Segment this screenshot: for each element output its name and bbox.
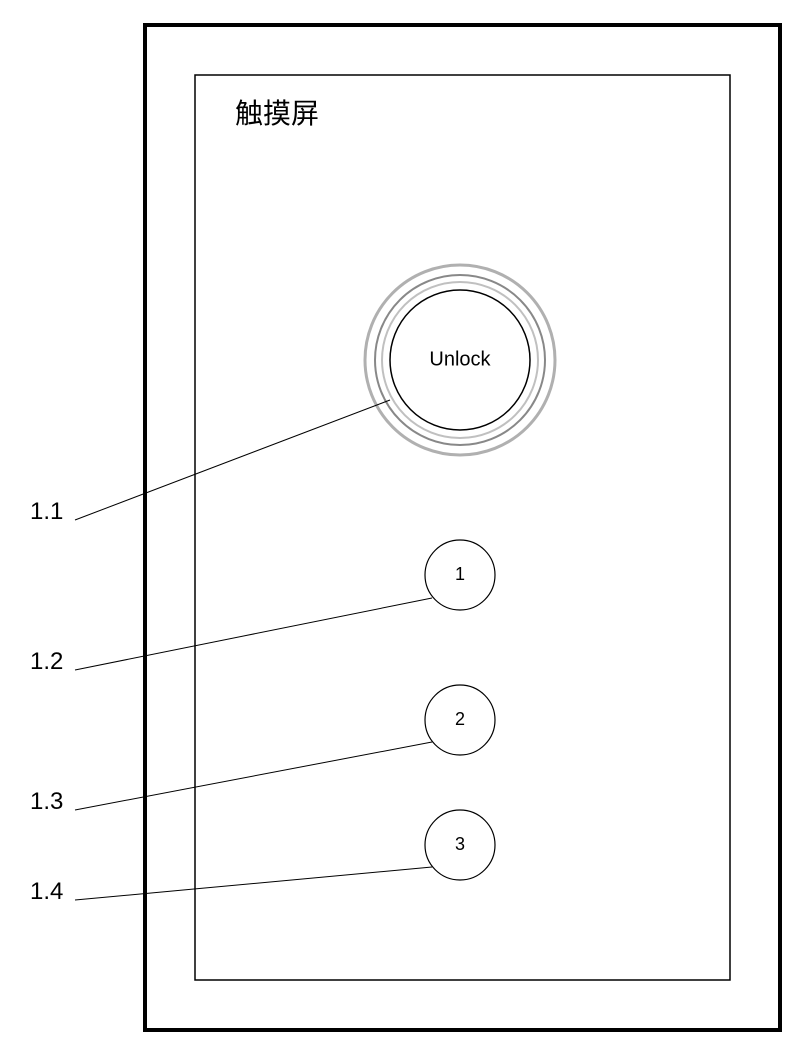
touchscreen-title: 触摸屏 — [235, 92, 319, 132]
option-circle-3-label: 3 — [455, 834, 465, 854]
callout-line-4 — [75, 867, 432, 900]
diagram-canvas: Unlock 1 2 3 触摸屏 1.1 1.2 1.3 1.4 — [0, 0, 800, 1056]
unlock-button[interactable]: Unlock — [365, 265, 555, 455]
option-circle-2[interactable]: 2 — [425, 685, 495, 755]
callout-label-3: 1.3 — [30, 788, 63, 816]
callout-label-1: 1.1 — [30, 498, 63, 526]
callout-label-2: 1.2 — [30, 648, 63, 676]
callout-label-4: 1.4 — [30, 878, 63, 906]
option-circle-1-label: 1 — [455, 564, 465, 584]
diagram-svg: Unlock 1 2 3 — [0, 0, 800, 1056]
device-outer-frame — [145, 25, 780, 1030]
option-circle-3[interactable]: 3 — [425, 810, 495, 880]
callout-line-2 — [75, 598, 432, 670]
callout-line-1 — [75, 400, 390, 520]
option-circle-1[interactable]: 1 — [425, 540, 495, 610]
option-circle-2-label: 2 — [455, 709, 465, 729]
callout-line-3 — [75, 742, 432, 810]
unlock-label: Unlock — [429, 348, 491, 370]
